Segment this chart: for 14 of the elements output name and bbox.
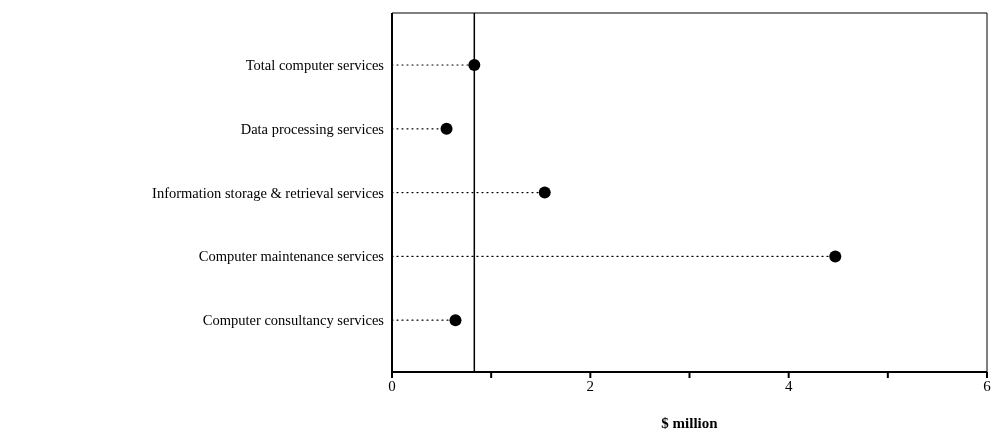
x-tick-label: 4 [784, 377, 793, 394]
point [440, 122, 453, 135]
x-axis-title: $ million [661, 415, 719, 431]
x-tick-label: 0 [388, 377, 396, 394]
y-tick-label: Total computer services [245, 57, 385, 74]
y-tick-label: Computer maintenance services [198, 248, 385, 265]
point [538, 186, 551, 199]
y-tick-label: Information storage & retrieval services [152, 184, 385, 201]
x-tick-label: 6 [983, 377, 992, 394]
x-tick-label: 2 [586, 377, 595, 394]
y-tick-label: Computer consultancy services [202, 312, 385, 329]
point [449, 314, 462, 327]
point [829, 250, 842, 263]
y-tick-label: Data processing services [240, 120, 385, 137]
